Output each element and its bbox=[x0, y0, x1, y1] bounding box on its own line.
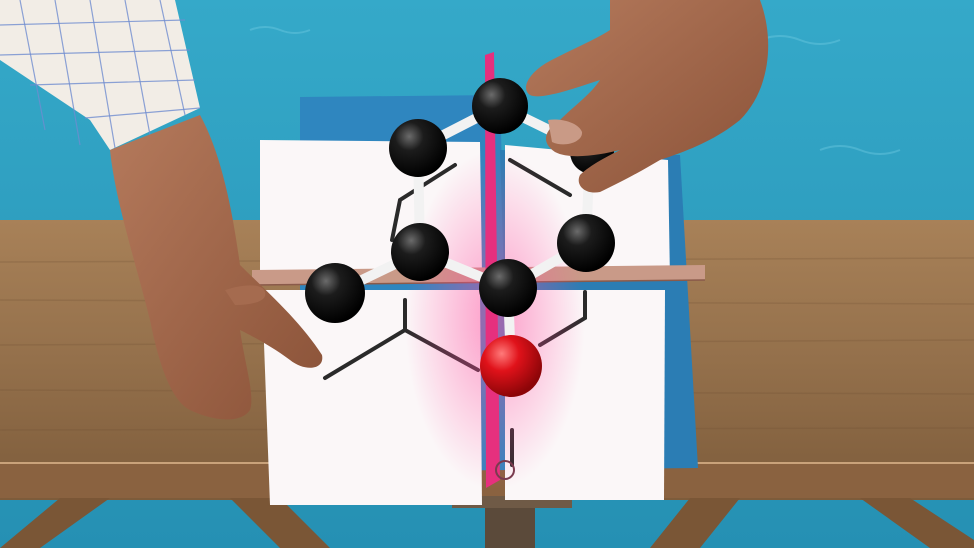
carbon-atom bbox=[472, 78, 528, 134]
oxygen-atom bbox=[480, 335, 542, 397]
table-legs bbox=[0, 498, 974, 548]
carbon-atom bbox=[305, 263, 365, 323]
carbon-atom bbox=[479, 259, 537, 317]
carbon-atom bbox=[389, 119, 447, 177]
left-hand bbox=[110, 115, 323, 420]
right-hand bbox=[526, 0, 769, 193]
atoms bbox=[305, 78, 615, 397]
left-arm bbox=[0, 0, 323, 420]
carbon-atom bbox=[391, 223, 449, 281]
carbon-atom bbox=[557, 214, 615, 272]
